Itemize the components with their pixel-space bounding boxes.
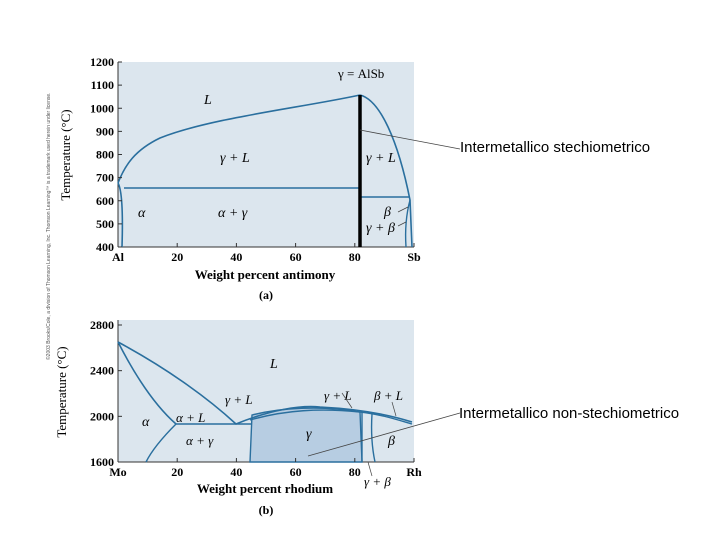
diagram-b-gamma-beta-pointer	[367, 461, 373, 477]
diagram-b-gamma-L-pointer	[341, 392, 353, 409]
diagram-b-alpha-gamma-label: α + γ	[186, 433, 214, 448]
diagram-b-beta-boundary	[370, 413, 376, 463]
diagram-a-liquidus-left	[117, 94, 361, 184]
diagram-a-x-tick-label: 20	[171, 250, 183, 264]
diagram-a-annotation-leader	[359, 129, 461, 150]
diagram-a-y-axis-title: Temperature (°C)	[58, 109, 73, 200]
diagram-a-y-tick-label: 700	[96, 171, 114, 185]
annotation-non-stoichiometric: Intermetallico non-stechiometrico	[459, 405, 680, 422]
diagram-a-x-axis-title: Weight percent antimony	[195, 267, 336, 282]
diagram-a-y-tick-label: 500	[96, 217, 114, 231]
diagram-b-alpha-label: α	[142, 415, 150, 430]
diagram-b-y-tick-label: 1600	[90, 455, 114, 469]
diagram-a-plot-area	[118, 62, 414, 247]
diagram-a-beta-label: β	[383, 205, 391, 220]
diagram-a-y-tick-label: 800	[96, 148, 114, 162]
diagram-b-y-ticks: 2800 2400 2000 1600	[90, 318, 122, 469]
diagram-b-y-tick-label: 2000	[90, 409, 114, 423]
diagram-b-beta-L-label: β + L	[373, 388, 403, 403]
diagram-b-caption: (b)	[259, 503, 274, 517]
diagram-b-x-tick-label: 20	[171, 465, 183, 479]
diagram-b-x-tick-label: Rh	[406, 465, 422, 479]
diagram-b-x-tick-label: 60	[290, 465, 302, 479]
diagram-a-liquidus-right	[359, 94, 413, 248]
diagram-b-annotation-leader	[307, 412, 461, 457]
diagram-a-y-tick-label: 1100	[91, 78, 114, 92]
diagram-a-y-tick-label: 1200	[90, 55, 114, 69]
diagram-a-x-tick-label: 80	[349, 250, 361, 264]
diagram-b-L-label: L	[269, 357, 278, 372]
diagram-a-x-tick-label: Al	[112, 250, 125, 264]
diagram-b-x-tick-label: Mo	[109, 465, 126, 479]
diagram-b-x-tick-label: 80	[349, 465, 361, 479]
diagram-a-compound-label: γ = AlSb	[337, 66, 384, 81]
diagram-a-y-tick-label: 600	[96, 194, 114, 208]
diagram-b-gamma-L-right-label: γ + L	[324, 388, 352, 403]
diagram-b-y-tick-label: 2400	[90, 364, 114, 378]
diagram-a-L-label: L	[203, 93, 212, 108]
diagram-b-alpha-solidus	[117, 341, 177, 425]
diagram-a-x-tick-label: 60	[290, 250, 302, 264]
diagram-b-alpha-solvus	[145, 423, 177, 463]
diagram-a-gamma-L-right-label: γ + L	[366, 151, 396, 166]
diagram-a-x-ticks: Al 20 40 60 80 Sb	[112, 243, 421, 264]
diagram-a-caption: (a)	[259, 288, 273, 302]
diagram-b-beta-label: β	[387, 434, 395, 449]
diagram-a-gamma-beta-label: γ + β	[366, 221, 395, 236]
diagram-b-gamma-solidus	[249, 409, 413, 425]
diagram-b-gamma-label: γ	[306, 427, 312, 442]
diagram-b-gamma-beta-label: γ + β	[364, 474, 391, 489]
diagram-b-x-axis-title: Weight percent rhodium	[197, 481, 333, 496]
diagram-b-y-tick-label: 2800	[90, 318, 114, 332]
diagram-a-y-tick-label: 400	[96, 240, 114, 254]
diagram-b-x-ticks: Mo 20 40 60 80 Rh	[109, 458, 422, 479]
diagram-b-x-tick-label: 40	[230, 465, 242, 479]
diagram-b-liquidus	[117, 341, 413, 425]
diagram-b-beta-L-pointer	[391, 401, 397, 417]
diagram-a-x-tick-label: Sb	[407, 250, 421, 264]
diagram-a-gamma-L-left-label: γ + L	[220, 151, 250, 166]
annotation-stoichiometric: Intermetallico stechiometrico	[460, 139, 651, 156]
diagram-b-gamma-L-left-label: γ + L	[225, 392, 253, 407]
diagram-a-gamma-beta-pointer	[397, 221, 407, 227]
diagram-a-y-ticks: 1200 1100 1000 900 800 700 600 500 400	[90, 55, 122, 254]
diagram-a-y-tick-label: 900	[96, 124, 114, 138]
diagram-b-alpha-L-label: α + L	[176, 410, 205, 425]
diagram-a-alpha-solvus	[117, 182, 124, 248]
diagram-a-y-tick-label: 1000	[90, 101, 114, 115]
diagram-b-y-axis-title: Temperature (°C)	[54, 346, 69, 437]
diagram-a: 1200 1100 1000 900 800 700 600 500 400 Al 20 40 60 8…	[58, 55, 461, 302]
diagram-a-beta-solvus	[404, 199, 411, 248]
diagram-a-alpha-label: α	[138, 206, 146, 221]
diagram-a-x-tick-label: 40	[230, 250, 242, 264]
diagram-a-beta-pointer	[397, 206, 409, 213]
diagram-a-alpha-gamma-label: α + γ	[218, 206, 248, 221]
